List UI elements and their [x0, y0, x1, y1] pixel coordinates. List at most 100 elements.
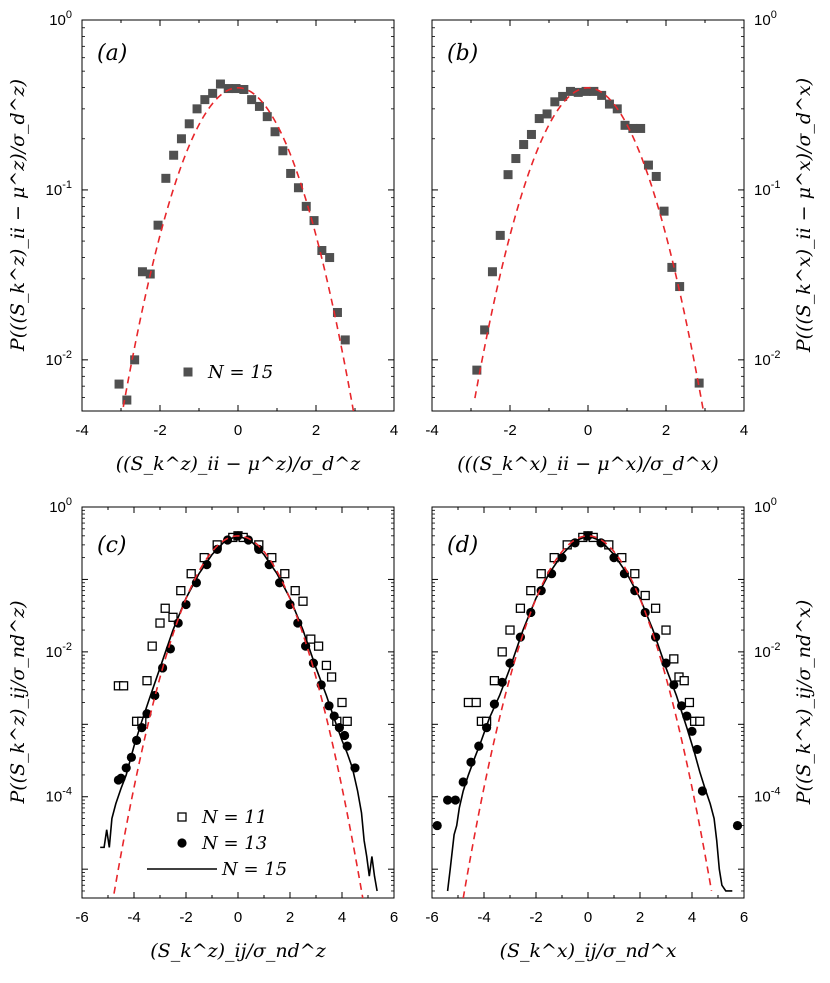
- data-point-open-square: [298, 596, 308, 606]
- data-point-open-square: [562, 540, 572, 550]
- legend-label: N = 15: [221, 859, 287, 880]
- panel-c-xlabel: (S_k^z)_ij/σ_nd^z: [150, 940, 325, 962]
- data-point-square: [184, 119, 194, 129]
- data-point-square: [200, 95, 210, 105]
- data-point-square: [620, 120, 630, 130]
- x-tick-label: 2: [312, 422, 320, 439]
- y-tick-exp: -4: [62, 786, 72, 798]
- panel-a-ylabel: P(((S_k^z)_ii − μ^z)/σ_d^z): [7, 79, 29, 352]
- y-tick-base: 10: [754, 182, 771, 199]
- y-tick-label: 10-1: [754, 179, 780, 199]
- data-point-circle: [450, 795, 460, 805]
- y-tick-base: 10: [754, 352, 771, 369]
- x-tick-label: 4: [338, 909, 346, 926]
- legend-marker-square: [183, 367, 193, 377]
- data-point-open-square: [118, 681, 129, 691]
- y-tick-base: 10: [49, 12, 66, 29]
- data-point-open-square: [321, 660, 332, 671]
- data-point-open-square: [640, 590, 650, 601]
- x-tick-label: 0: [234, 909, 242, 926]
- data-point-square: [332, 307, 342, 317]
- x-tick-label: 2: [286, 909, 294, 926]
- panel-d-ylabel: P((S_k^x)_ij/σ_nd^x): [793, 600, 815, 805]
- data-point-open-square: [497, 647, 507, 657]
- data-point-open-square: [515, 603, 526, 613]
- y-tick-label: 100: [49, 496, 72, 516]
- panel-b-data: [472, 86, 704, 410]
- y-tick-label: 10-2: [754, 641, 780, 661]
- data-point-square: [675, 282, 685, 292]
- data-point-square: [694, 378, 704, 388]
- y-tick-label: 10-4: [754, 786, 780, 806]
- data-point-circle: [609, 553, 619, 563]
- x-tick-label: 4: [688, 909, 696, 926]
- y-tick-exp: 0: [66, 9, 72, 21]
- data-point-square: [293, 183, 303, 193]
- y-tick-exp: -1: [62, 179, 72, 191]
- data-point-open-square: [604, 540, 614, 550]
- data-point-open-square: [147, 641, 157, 651]
- y-tick-exp: -2: [771, 349, 781, 361]
- data-point-open-square: [684, 697, 695, 708]
- panel-c-ylabel: P((S_k^z)_ij/σ_nd^z): [7, 600, 29, 804]
- y-tick-exp: -2: [771, 641, 781, 653]
- panel-c-label: (c): [97, 533, 127, 558]
- legend-label: N = 11: [201, 807, 267, 828]
- panel-a-data: [114, 79, 355, 411]
- data-point-open-square: [337, 697, 347, 708]
- data-point-open-square: [155, 618, 165, 628]
- data-point-circle: [173, 618, 183, 628]
- x-tick-label: -4: [425, 422, 438, 439]
- y-tick-label: 100: [49, 9, 72, 29]
- panel-b-label: (b): [447, 41, 478, 66]
- panel-b-frame: [431, 19, 745, 412]
- data-point-circle: [150, 690, 160, 701]
- y-tick-exp: -1: [771, 179, 781, 191]
- x-tick-label: 6: [740, 909, 748, 926]
- y-tick-base: 10: [46, 182, 63, 199]
- data-point-open-square: [326, 672, 337, 682]
- data-point-square: [472, 365, 482, 375]
- data-point-square: [208, 88, 218, 98]
- data-point-square: [286, 168, 296, 178]
- y-tick-label: 100: [754, 496, 777, 516]
- data-point-square: [643, 160, 653, 170]
- x-tick-label: -6: [75, 909, 88, 926]
- x-tick-label: 4: [740, 422, 748, 439]
- data-point-square: [161, 173, 171, 183]
- y-tick-exp: -4: [771, 786, 781, 798]
- panel-d-xlabel: (S_k^x)_ij/σ_nd^x: [500, 940, 677, 962]
- data-point-square: [597, 90, 607, 100]
- data-point-circle: [687, 726, 697, 736]
- data-point-circle: [732, 820, 743, 831]
- x-tick-label: -6: [425, 909, 438, 926]
- x-tick-label: 0: [234, 422, 242, 439]
- legend-label: N = 13: [201, 833, 267, 854]
- data-point-open-square: [536, 569, 546, 579]
- data-point-square: [636, 123, 646, 133]
- x-tick-label: -2: [153, 422, 166, 439]
- data-point-circle: [293, 618, 303, 628]
- data-point-square: [604, 99, 614, 109]
- x-tick-label: -4: [477, 909, 490, 926]
- legend-marker-open-square: [177, 812, 187, 822]
- data-point-square: [239, 84, 249, 94]
- data-point-square: [153, 220, 163, 230]
- data-point-square: [526, 129, 536, 139]
- gaussian-fit-line: [121, 87, 355, 411]
- x-tick-label: 4: [390, 422, 398, 439]
- y-tick-exp: -2: [62, 349, 72, 361]
- data-point-square: [581, 86, 591, 96]
- series-line-n15: [100, 534, 378, 892]
- data-point-open-square: [505, 625, 515, 635]
- data-point-square: [503, 170, 513, 180]
- data-point-square: [278, 146, 288, 156]
- data-point-open-square: [669, 654, 679, 664]
- y-tick-base: 10: [46, 644, 63, 661]
- data-point-circle: [340, 730, 350, 741]
